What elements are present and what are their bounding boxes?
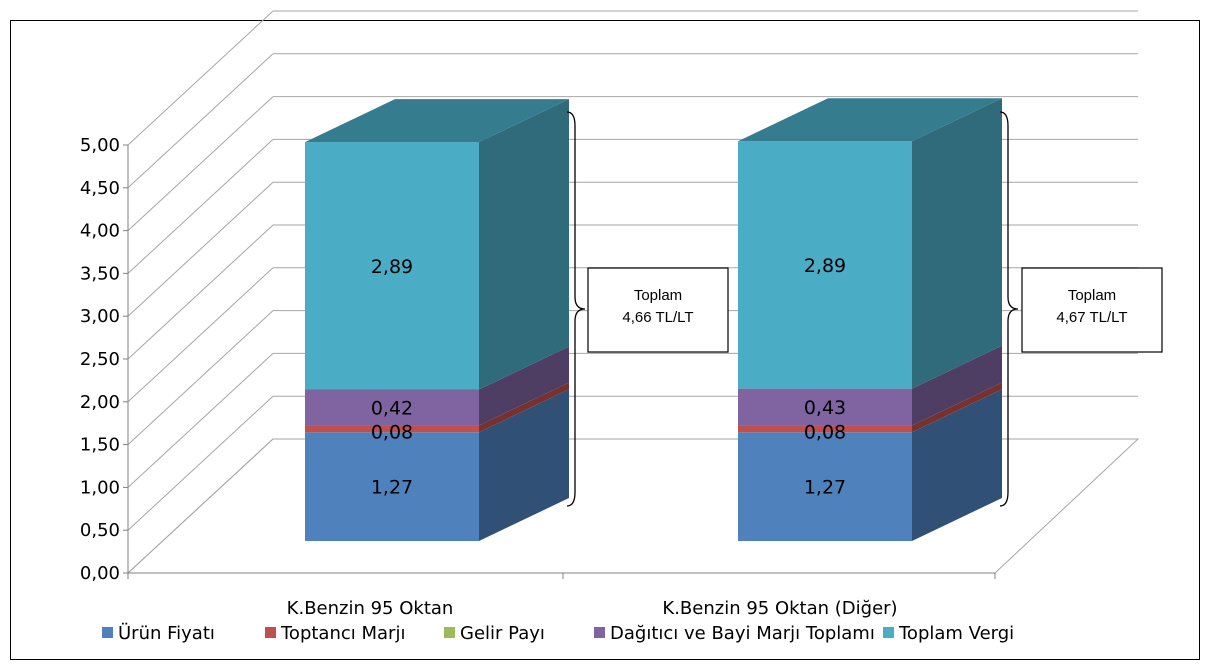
side-gridline: [127, 181, 274, 317]
y-tick-label: 4,00: [80, 221, 120, 242]
brace: [999, 111, 1019, 507]
y-tick-label: 1,00: [80, 477, 120, 498]
legend-swatch: [594, 627, 605, 638]
legend-swatch: [265, 627, 276, 638]
side-gridline: [127, 139, 274, 274]
bar-segment-side: [912, 389, 1002, 541]
legend: Ürün Fiyatı Toptancı Marjı Gelir Payı Dağıt…: [102, 622, 1014, 644]
data-label: 2,89: [371, 256, 413, 278]
data-label: 1,27: [804, 477, 846, 499]
data-label: 2,89: [804, 255, 846, 277]
bar-segment-front: [305, 389, 479, 426]
total-box-text: 4,67 TL/LT: [1056, 309, 1127, 326]
x-axis: K.Benzin 95 Oktan K.Benzin 95 Oktan (Diğe…: [127, 572, 996, 619]
data-label: 0,08: [371, 421, 413, 443]
total-box: [587, 267, 729, 353]
y-tick-label: 2,50: [80, 349, 120, 370]
legend-label: Dağıtıcı ve Bayi Marjı Toplamı: [610, 623, 875, 644]
bar-segment-front: [738, 388, 912, 426]
legend-label: Ürün Fiyatı: [118, 622, 215, 644]
bar-segment-side: [912, 382, 1002, 433]
side-gridline: [127, 267, 274, 403]
side-gridline: [127, 96, 274, 231]
legend-swatch: [102, 627, 113, 638]
y-tick-label: 3,00: [80, 306, 120, 327]
data-label: 0,43: [804, 397, 846, 419]
x-category-label: K.Benzin 95 Oktan (Diğer): [662, 598, 897, 619]
x-category-label: K.Benzin 95 Oktan: [287, 598, 454, 619]
legend-label: Toplam Vergi: [898, 623, 1014, 644]
bar-segment-front: [305, 142, 479, 390]
side-gridline: [127, 10, 274, 146]
y-tick-label: 0,50: [80, 520, 120, 541]
y-tick-label: 0,00: [80, 563, 120, 584]
bar-segment-front: [738, 425, 912, 433]
data-label: 0,42: [371, 397, 413, 419]
bar-segment-side: [479, 99, 569, 390]
bar-top-face: [738, 98, 1002, 142]
total-box-text: Toplam: [634, 287, 682, 304]
bar-top-face: [305, 99, 569, 143]
bar-segment-side: [479, 382, 569, 433]
annotations: Toplam 4,66 TL/LT Toplam 4,67 TL/LT: [566, 111, 1163, 507]
total-box: [1021, 267, 1163, 353]
side-gridline: [127, 53, 274, 189]
bar-segment-front: [738, 432, 912, 541]
total-box-text: 4,66 TL/LT: [622, 309, 693, 326]
bar-segment-front: [305, 432, 479, 541]
y-tick-label: 4,50: [80, 178, 120, 199]
bars: 1,270,080,422,891,270,080,432,89: [305, 98, 1002, 541]
y-tick-label: 3,50: [80, 263, 120, 284]
side-gridline: [127, 395, 274, 531]
legend-swatch: [444, 627, 455, 638]
legend-label: Toptancı Marjı: [280, 623, 405, 644]
bar-segment-side: [479, 346, 569, 426]
legend-swatch: [883, 627, 894, 638]
bar-segment-front: [305, 425, 479, 433]
y-tick-label: 5,00: [80, 135, 120, 156]
bar-segment-side: [912, 98, 1002, 389]
data-label: 1,27: [371, 477, 413, 499]
brace: [566, 111, 586, 507]
y-axis: 0,00 0,50 1,00 1,50 2,00 2,50 3,00 3,50 4,00 4,50…: [80, 135, 129, 584]
y-tick-label: 2,00: [80, 392, 120, 413]
bar-segment-side: [912, 345, 1002, 426]
data-label: 0,08: [804, 421, 846, 443]
legend-label: Gelir Payı: [460, 623, 545, 644]
floor-outline: [127, 438, 1140, 574]
side-gridline: [127, 224, 274, 360]
chart-frame: [10, 20, 1200, 660]
total-box-text: Toplam: [1068, 287, 1116, 304]
side-gridline: [127, 353, 274, 488]
bar-segment-front: [738, 141, 912, 389]
side-gridline: [127, 310, 274, 445]
bar-segment-side: [479, 389, 569, 541]
y-tick-label: 1,50: [80, 435, 120, 456]
